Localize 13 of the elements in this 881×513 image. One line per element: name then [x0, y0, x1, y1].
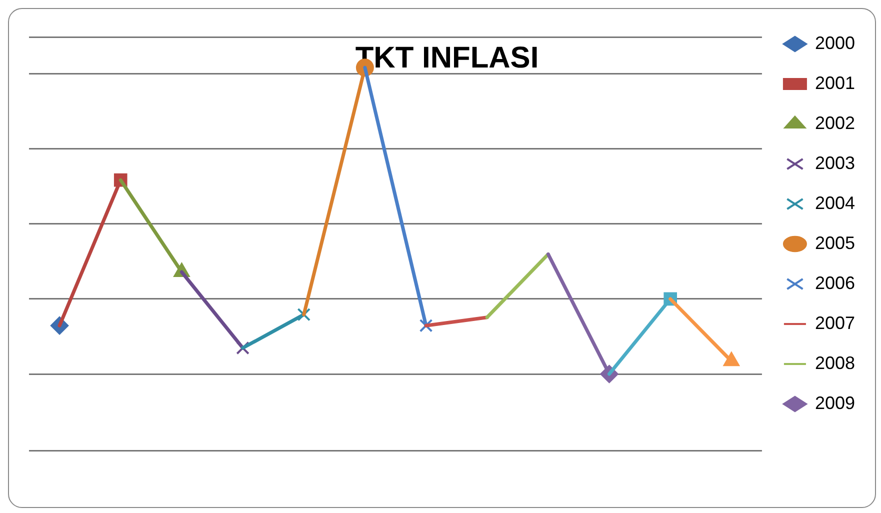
legend-label: 2002 — [814, 112, 856, 133]
legend-label: 2005 — [814, 232, 856, 253]
legend-label: 2000 — [814, 32, 856, 53]
legend-label: 2009 — [814, 392, 856, 413]
legend-label: 2006 — [814, 272, 856, 293]
point — [297, 308, 311, 322]
legend-label: 2001 — [814, 72, 856, 93]
legend-label: 2003 — [814, 152, 856, 173]
legend-label: 2004 — [814, 192, 856, 213]
legend-label: 2008 — [814, 352, 856, 373]
point — [236, 341, 250, 355]
legend-label: 2007 — [814, 312, 856, 333]
point — [419, 318, 433, 332]
